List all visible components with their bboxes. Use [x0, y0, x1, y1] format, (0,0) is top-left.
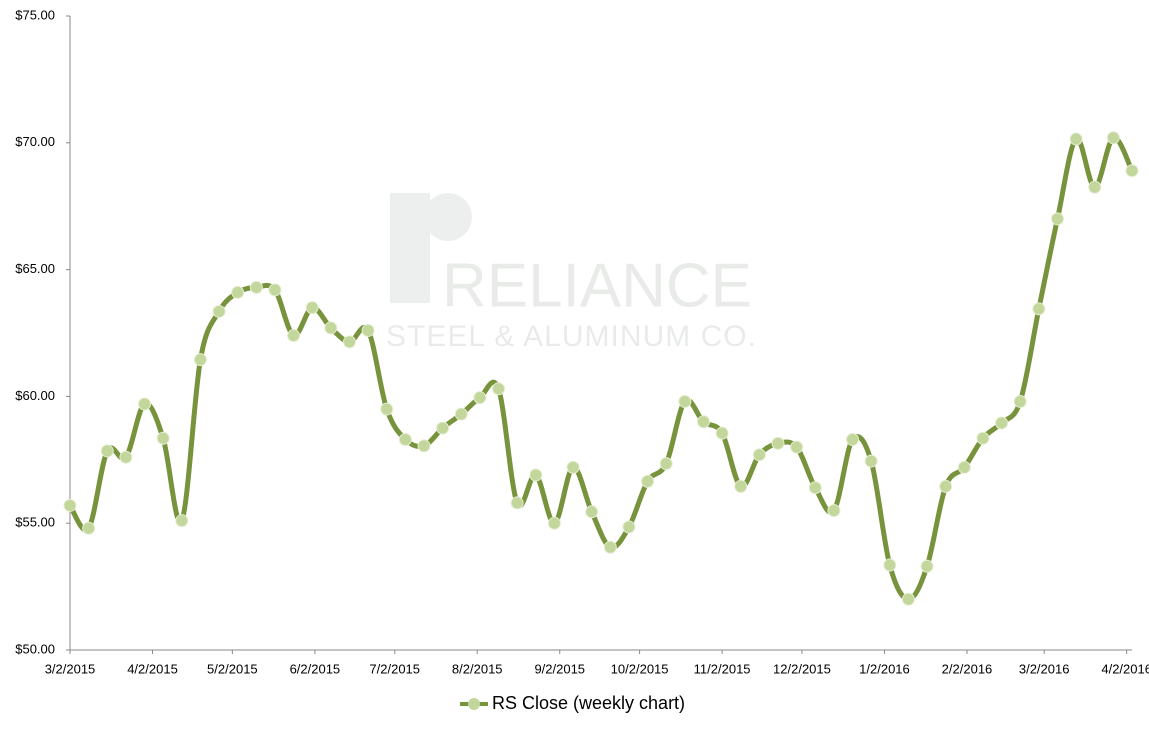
data-point [510, 496, 524, 510]
x-tick-label: 11/2/2015 [694, 661, 751, 676]
data-point [883, 558, 897, 572]
data-point [529, 468, 543, 482]
y-tick-label: $70.00 [15, 134, 55, 149]
watermark-logo [424, 193, 472, 241]
data-point [361, 323, 375, 337]
data-point [957, 460, 971, 474]
data-point [734, 479, 748, 493]
data-point [63, 498, 77, 512]
data-point [249, 280, 263, 294]
data-point [1125, 164, 1139, 178]
data-point [920, 559, 934, 573]
data-point [305, 301, 319, 315]
data-point [380, 402, 394, 416]
data-point [566, 460, 580, 474]
data-point [100, 444, 114, 458]
data-point [603, 540, 617, 554]
data-point [1013, 394, 1027, 408]
data-point [473, 391, 487, 405]
x-tick-label: 2/2/2016 [942, 661, 993, 676]
x-tick-label: 9/2/2015 [534, 661, 585, 676]
x-tick-label: 12/2/2015 [773, 661, 831, 676]
data-point [864, 454, 878, 468]
data-point [790, 440, 804, 454]
y-tick-label: $55.00 [15, 515, 55, 530]
x-tick-label: 5/2/2015 [207, 661, 258, 676]
data-point [696, 415, 710, 429]
y-tick-label: $75.00 [15, 7, 55, 22]
data-point [417, 439, 431, 453]
data-point [324, 321, 338, 335]
data-point [715, 426, 729, 440]
data-point [1032, 302, 1046, 316]
data-point [1106, 131, 1120, 145]
data-point [82, 521, 96, 535]
data-point [156, 431, 170, 445]
data-point [287, 329, 301, 343]
data-point [678, 394, 692, 408]
data-point [771, 436, 785, 450]
data-point [1050, 212, 1064, 226]
data-point [231, 285, 245, 299]
data-point [193, 353, 207, 367]
data-point [901, 592, 915, 606]
data-point [342, 335, 356, 349]
data-point [939, 479, 953, 493]
data-point [119, 450, 133, 464]
y-tick-label: $60.00 [15, 388, 55, 403]
x-tick-label: 4/2/2015 [127, 661, 178, 676]
data-point [454, 407, 468, 421]
data-point [622, 520, 636, 534]
x-tick-label: 8/2/2015 [452, 661, 503, 676]
data-point [212, 304, 226, 318]
data-point [547, 516, 561, 530]
data-point [398, 433, 412, 447]
series-line [67, 135, 1135, 602]
x-tick-label: 10/2/2015 [611, 661, 669, 676]
data-point [827, 504, 841, 518]
watermark-logo [390, 193, 430, 303]
data-point [436, 421, 450, 435]
x-tick-label: 3/2/2015 [45, 661, 96, 676]
watermark: RELIANCE STEEL & ALUMINUM CO. [386, 193, 756, 353]
data-point [659, 457, 673, 471]
data-point [1088, 180, 1102, 194]
watermark-subtitle: STEEL & ALUMINUM CO. [386, 320, 756, 353]
data-point [138, 397, 152, 411]
data-point [492, 382, 506, 396]
data-point [641, 474, 655, 488]
legend-marker [468, 698, 480, 710]
y-tick-label: $65.00 [15, 261, 55, 276]
data-point [995, 416, 1009, 430]
data-point [846, 433, 860, 447]
legend-label: RS Close (weekly chart) [492, 693, 685, 713]
x-tick-label: 1/2/2016 [859, 661, 910, 676]
data-point [268, 283, 282, 297]
data-point [976, 431, 990, 445]
watermark-name: RELIANCE [442, 251, 752, 320]
data-point [175, 514, 189, 528]
data-point [808, 481, 822, 495]
x-tick-label: 3/2/2016 [1019, 661, 1070, 676]
x-tick-label: 4/2/2016 [1101, 661, 1149, 676]
data-point [752, 448, 766, 462]
x-tick-label: 7/2/2015 [369, 661, 420, 676]
y-tick-label: $50.00 [15, 641, 55, 656]
data-point [585, 505, 599, 519]
data-point [1069, 132, 1083, 146]
x-tick-label: 6/2/2015 [290, 661, 341, 676]
